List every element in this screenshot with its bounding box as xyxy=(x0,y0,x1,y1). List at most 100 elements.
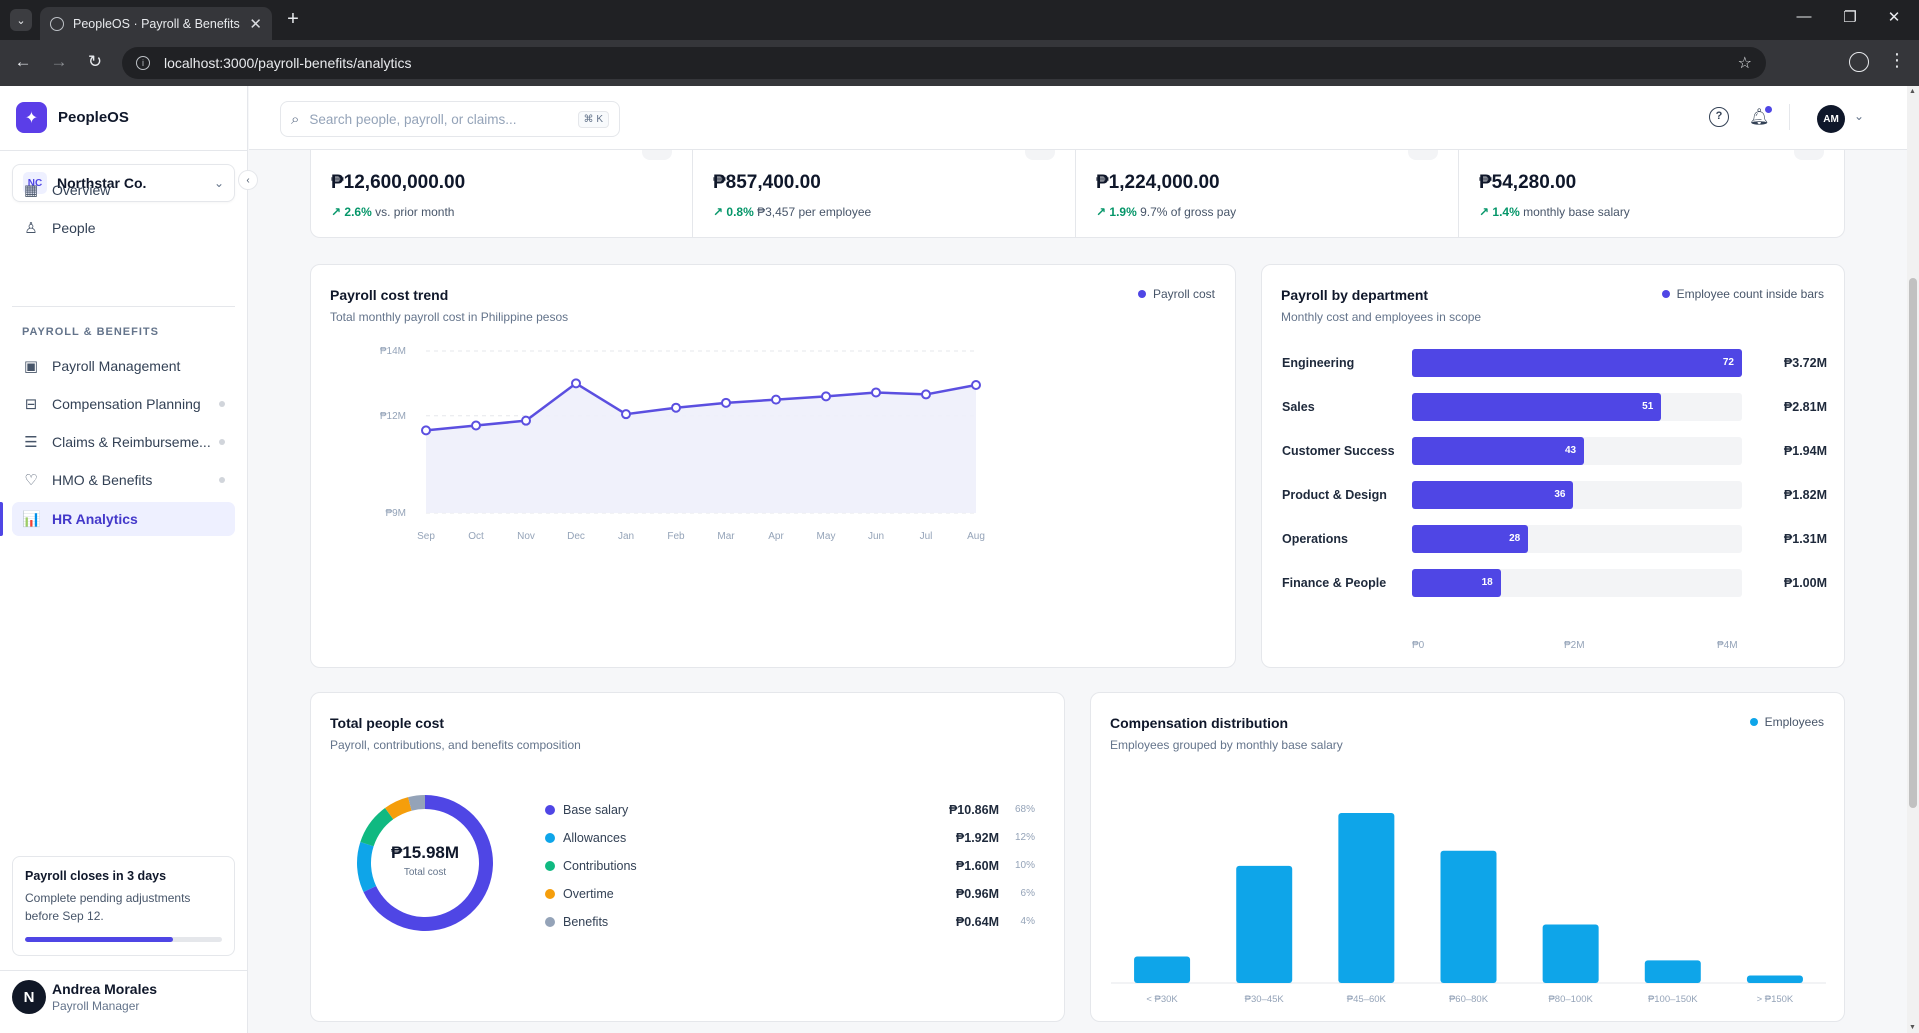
data-point[interactable] xyxy=(921,389,931,400)
sidebar-item-overview[interactable]: ▦ Overview xyxy=(12,173,235,207)
avatar[interactable]: AM xyxy=(1817,105,1845,133)
cost-pct: 6% xyxy=(1020,888,1035,899)
data-point[interactable] xyxy=(721,397,731,408)
series-area xyxy=(426,383,976,513)
collapse-sidebar-button[interactable]: ‹ xyxy=(238,170,258,190)
reload-icon[interactable]: ↻ xyxy=(87,52,103,71)
kpi-delta-value: 0.8% xyxy=(726,205,754,219)
search-box[interactable]: ⌕ ⌘ K xyxy=(280,101,620,137)
tab-title: PeopleOS · Payroll & Benefits xyxy=(73,16,240,31)
restore-icon[interactable]: ❐ xyxy=(1843,9,1857,26)
brand-name: PeopleOS xyxy=(58,109,129,126)
data-point[interactable] xyxy=(821,391,831,402)
kpi-delta-value: 2.6% xyxy=(344,205,372,219)
scroll-down-icon[interactable]: ▼ xyxy=(1909,1024,1916,1031)
chevron-down-icon[interactable]: ⌄ xyxy=(1854,109,1865,123)
data-point[interactable] xyxy=(971,380,981,391)
browser-profile-icon[interactable] xyxy=(1849,52,1869,72)
org-badge: NC xyxy=(23,172,47,194)
forward-icon[interactable]: → xyxy=(50,52,68,71)
data-point[interactable] xyxy=(421,425,431,436)
cost-legend-row: Contributions ₱1.60M 10% xyxy=(545,857,1045,877)
brand[interactable]: ✦ PeopleOS xyxy=(16,102,129,133)
employee-count: 18 xyxy=(1481,577,1493,588)
receipt-icon: ☰ xyxy=(24,434,38,451)
bookmark-star-icon[interactable]: ☆ xyxy=(1737,55,1752,72)
department-row[interactable]: Sales 51 ₱2.81M xyxy=(1282,393,1827,421)
employee-count: 72 xyxy=(1722,357,1734,368)
data-point[interactable] xyxy=(871,387,881,398)
sidebar-item-hmo-benefits[interactable]: ♡ HMO & Benefits xyxy=(12,463,235,497)
histogram-bar[interactable] xyxy=(1644,960,1701,983)
search-input[interactable] xyxy=(309,111,578,127)
histogram-bar[interactable] xyxy=(1338,813,1395,983)
department-row[interactable]: Engineering 72 ₱3.72M xyxy=(1282,349,1827,377)
legend-label: Payroll cost xyxy=(1152,287,1215,301)
histogram-bar[interactable] xyxy=(1746,975,1803,983)
histogram-bar[interactable] xyxy=(1542,924,1599,983)
donut-slice[interactable] xyxy=(357,841,377,892)
data-point[interactable] xyxy=(671,402,681,413)
scrollbar[interactable]: ▲ ▼ xyxy=(1907,86,1919,1033)
sidebar-item-claims[interactable]: ☰ Claims & Reimburseme... xyxy=(12,425,235,459)
tab-search-chevron-icon[interactable]: ⌄ xyxy=(10,9,32,31)
scroll-up-icon[interactable]: ▲ xyxy=(1909,88,1916,95)
payroll-close-body: Complete pending adjustments before Sep … xyxy=(25,891,191,923)
site-info-icon[interactable]: i xyxy=(136,56,150,70)
kpi-delta: ↗ 1.9% 9.7% of gross pay xyxy=(1096,205,1237,219)
department-row[interactable]: Finance & People 18 ₱1.00M xyxy=(1282,569,1827,597)
kpi-icon xyxy=(642,150,672,160)
help-icon[interactable]: ? xyxy=(1709,107,1729,127)
cost-name: Overtime xyxy=(563,887,614,901)
donut-svg xyxy=(357,795,493,931)
heart-icon: ♡ xyxy=(24,472,38,489)
data-point[interactable] xyxy=(471,420,481,431)
sidebar-item-compensation-planning[interactable]: ⊟ Compensation Planning xyxy=(12,387,235,421)
minimize-icon[interactable]: — xyxy=(1796,8,1812,25)
x-tick-label: < ₱30K xyxy=(1146,994,1178,1005)
close-tab-icon[interactable]: ✕ xyxy=(249,15,262,33)
globe-icon xyxy=(50,16,64,31)
histogram-bar[interactable] xyxy=(1236,865,1293,983)
bar: 36 xyxy=(1412,481,1574,509)
x-tick-label: Nov xyxy=(517,531,535,542)
donut-slice[interactable] xyxy=(360,807,394,847)
url-field[interactable]: i localhost:3000/payroll-benefits/analyt… xyxy=(122,47,1766,79)
data-point[interactable] xyxy=(771,394,781,405)
histogram-bar[interactable] xyxy=(1440,850,1497,983)
browser-menu-icon[interactable]: ⋮ xyxy=(1888,50,1906,70)
department-row[interactable]: Operations 28 ₱1.31M xyxy=(1282,525,1827,553)
department-row[interactable]: Product & Design 36 ₱1.82M xyxy=(1282,481,1827,509)
x-tick-label: Feb xyxy=(667,531,685,542)
kpi-delta-value: 1.4% xyxy=(1492,205,1520,219)
data-point[interactable] xyxy=(521,415,531,426)
cost-pct: 10% xyxy=(1014,860,1035,871)
new-tab-button[interactable]: + xyxy=(287,8,299,30)
sidebar-item-hr-analytics[interactable]: 📊 HR Analytics xyxy=(12,502,235,536)
browser-tab[interactable]: PeopleOS · Payroll & Benefits ✕ xyxy=(40,7,272,40)
histogram-bar[interactable] xyxy=(1134,956,1191,983)
data-point[interactable] xyxy=(621,409,631,420)
brand-logo-icon: ✦ xyxy=(16,102,47,133)
search-icon: ⌕ xyxy=(291,110,300,128)
department-row[interactable]: Customer Success 43 ₱1.94M xyxy=(1282,437,1827,465)
kpi-note: vs. prior month xyxy=(375,205,455,219)
progress-fill xyxy=(25,937,173,942)
user-profile[interactable]: N Andrea Morales Payroll Manager xyxy=(12,980,157,1014)
donut-slice[interactable] xyxy=(385,797,412,820)
donut-slice[interactable] xyxy=(408,795,425,811)
window-close-icon[interactable]: ✕ xyxy=(1887,9,1901,26)
department-name: Operations xyxy=(1282,532,1348,546)
card-title: Compensation distribution xyxy=(1110,715,1289,731)
sidebar-item-people[interactable]: ♙ People xyxy=(12,211,235,245)
bell-icon[interactable]: 🔔︎ xyxy=(1749,109,1770,126)
sidebar-item-payroll-management[interactable]: ▣ Payroll Management xyxy=(12,349,235,383)
donut-total-label: Total cost xyxy=(403,867,447,878)
back-icon[interactable]: ← xyxy=(14,52,32,71)
data-point[interactable] xyxy=(571,378,581,389)
x-tick-label: ₱45–60K xyxy=(1347,994,1387,1005)
employee-count: 43 xyxy=(1564,445,1577,456)
x-tick-label: > ₱150K xyxy=(1757,994,1794,1005)
org-switcher[interactable]: NC Northstar Co. ⌄ xyxy=(12,164,235,202)
scrollbar-thumb[interactable] xyxy=(1909,278,1917,808)
